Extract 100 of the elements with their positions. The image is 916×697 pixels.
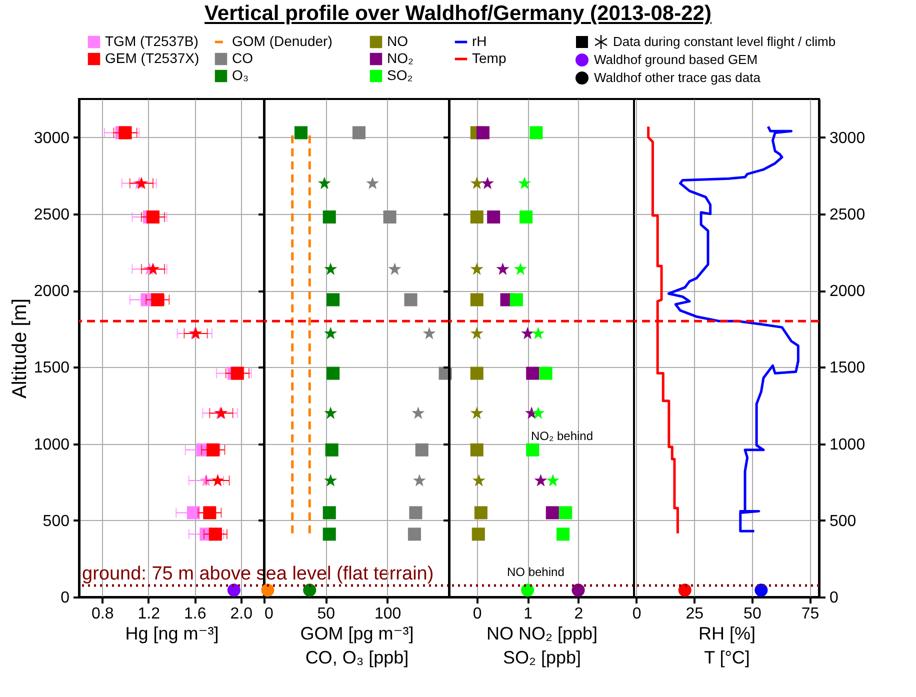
point: [472, 474, 486, 486]
text: Vertical profile over Waldhof/Germany (2013-08-22): [204, 2, 712, 26]
point: [521, 326, 534, 340]
point: [487, 210, 500, 224]
annotation: NO behind: [507, 565, 564, 579]
x-tick-label: 25: [686, 606, 704, 622]
legend-label: CO: [232, 50, 254, 66]
point: [230, 366, 244, 380]
point: [526, 443, 540, 456]
point: [324, 406, 338, 419]
y-tick-label: 500: [42, 512, 70, 530]
x-tick-label: 0: [632, 606, 642, 622]
point: [146, 210, 160, 224]
point: [556, 528, 570, 541]
point: [496, 262, 510, 275]
y-tick-label: 3000: [34, 130, 70, 147]
point: [404, 293, 418, 306]
y-tick-label: 2000: [34, 283, 70, 300]
x-tick-label: 50: [317, 606, 336, 622]
point: [324, 474, 338, 486]
legend-label: GEM (T2537X): [105, 50, 200, 66]
point: [526, 366, 540, 380]
point: [470, 210, 484, 224]
point: [211, 474, 224, 486]
y-tick-label: 1000: [34, 436, 70, 454]
point: [412, 474, 426, 486]
point: [409, 506, 422, 520]
point: [521, 584, 534, 597]
point: [470, 443, 484, 456]
point: [118, 126, 132, 140]
legend-label: Temp: [472, 50, 506, 66]
legend-label: TGM (T2537B): [105, 33, 198, 49]
point: [520, 210, 533, 224]
point: [546, 506, 559, 520]
legend-label: rH: [472, 33, 487, 49]
point: [514, 262, 527, 275]
point: [470, 262, 484, 275]
point: [324, 262, 338, 275]
point: [227, 584, 240, 597]
x-axis-title: GOM [pg m⁻³] CO, O₃ [ppb]: [300, 624, 414, 668]
x-tick-label: 0.8: [92, 606, 114, 622]
text: Waldhof ground based GEM: [594, 51, 758, 69]
x-tick-label: 0: [264, 606, 274, 622]
y-tick-label: 0: [830, 590, 838, 606]
y-tick-label: 2500: [830, 206, 866, 224]
point: [318, 176, 331, 190]
legend-label: O₃: [232, 67, 249, 83]
point: [559, 506, 572, 520]
legend-label: NO₂: [387, 50, 414, 66]
point: [325, 443, 338, 456]
point: [322, 506, 336, 520]
point: [572, 584, 585, 597]
text: Waldhof other trace gas data: [594, 69, 760, 87]
point: [203, 506, 216, 520]
point: [412, 406, 425, 419]
point: [532, 326, 545, 340]
point: [326, 366, 340, 380]
x-axis-title: RH [%] T [°C]: [698, 624, 756, 668]
point: [151, 293, 164, 306]
point: [324, 326, 338, 340]
x-tick-label: 1: [524, 606, 533, 622]
y-tick-label: 2000: [830, 283, 866, 300]
point: [383, 210, 396, 224]
point: [481, 176, 494, 190]
point: [539, 366, 552, 380]
x-tick-label: 0: [472, 606, 482, 622]
point: [303, 584, 316, 597]
point: [518, 176, 532, 190]
x-tick-label: 1.6: [184, 606, 206, 622]
x-tick-label: 1.2: [138, 606, 160, 622]
x-tick-label: 2: [574, 606, 584, 622]
annotation: NO₂ behind: [531, 429, 594, 443]
point: [530, 126, 543, 140]
point: [422, 326, 436, 340]
point: [415, 443, 428, 456]
point: [534, 474, 548, 486]
point: [532, 406, 545, 419]
text: Data during constant level flight / climb: [613, 33, 836, 51]
point: [474, 506, 488, 520]
point: [186, 506, 200, 520]
x-tick-label: 100: [374, 606, 402, 622]
point: [208, 528, 222, 541]
point: [546, 474, 560, 486]
y-tick-label: 1000: [830, 436, 866, 454]
point: [322, 528, 336, 541]
y-tick-label: 1500: [34, 360, 70, 377]
point: [472, 528, 485, 541]
point: [470, 176, 484, 190]
legend-label: GOM (Denuder): [232, 33, 332, 49]
point: [408, 528, 421, 541]
y-tick-label: 3000: [830, 130, 866, 147]
line-series: [667, 125, 800, 532]
legend-label: SO₂: [387, 67, 413, 83]
point: [470, 326, 484, 340]
point: [261, 584, 274, 597]
point: [366, 176, 380, 190]
point: [322, 210, 336, 224]
point: [470, 293, 484, 306]
point: [510, 293, 523, 306]
point: [206, 443, 220, 456]
